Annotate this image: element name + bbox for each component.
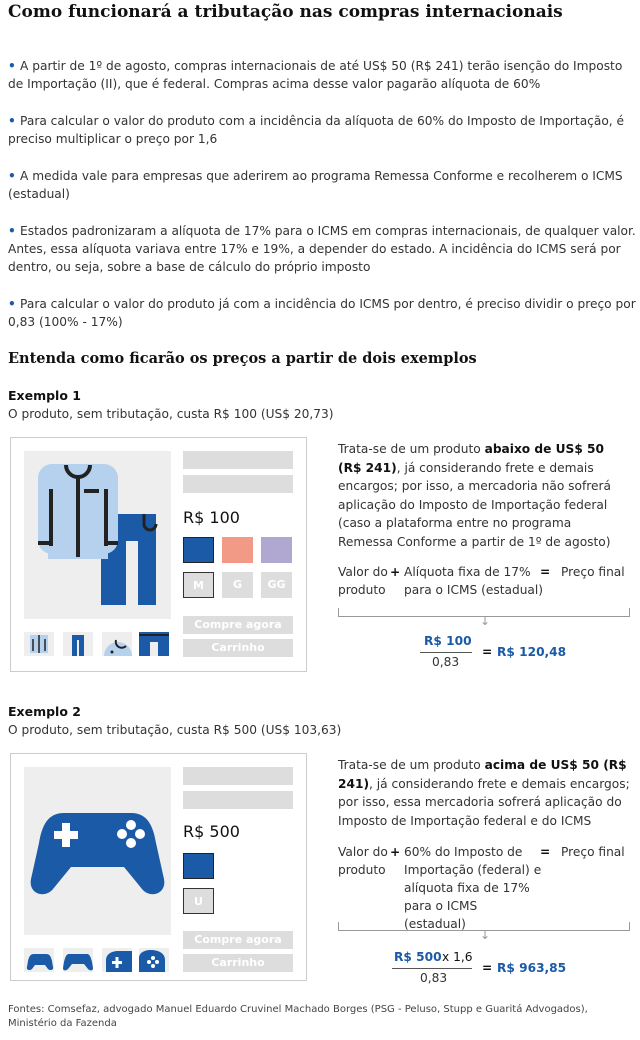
color-swatch-blue[interactable] [183,537,214,563]
arrow-down-icon: ↓ [480,928,491,942]
calc-numerator: R$ 100 [424,634,472,648]
thumbnail-gamepad-buttons[interactable] [139,948,169,972]
example-2-formula: Valor do produto + 60% do Imposto de Imp… [338,843,630,931]
bracket [338,608,630,617]
bullet-text: A partir de 1º de agosto, compras intern… [8,59,623,91]
page-title: Como funcionará a tributação nas compras… [8,2,563,22]
color-swatch-blue[interactable] [183,853,214,879]
desc-text: , já considerando frete e demais encargo… [338,776,630,828]
thumbnail-gamepad-top[interactable] [63,948,93,972]
bullet-item: • Para calcular o valor do produto com a… [8,114,625,146]
size-option-u[interactable]: U [183,888,214,914]
product-card-clothes: R$ 100 M G GG Compre agora Carrinho [10,437,307,672]
clothes-icon [24,451,171,619]
arrow-down-icon: ↓ [480,614,491,628]
section-heading: Entenda como ficarão os preços a partir … [8,350,477,367]
calc-denominator: 0,83 [432,655,460,669]
thumbnail-pants[interactable] [63,632,93,656]
placeholder-bar [183,791,293,809]
gamepad-icon [24,767,171,935]
size-option-gg[interactable]: GG [261,572,292,598]
thumbnail-gamepad-dpad[interactable] [102,948,132,972]
formula-term-final: Preço final [561,845,625,859]
desc-text: Trata-se de um produto [338,442,485,456]
buy-now-button[interactable]: Compre agora [183,616,293,634]
example-2-subtitle: O produto, sem tributação, custa R$ 500 … [8,723,342,737]
thumbnail-gamepad-front[interactable] [24,948,54,972]
calc-result: R$ 120,48 [497,645,567,659]
color-swatch-salmon[interactable] [222,537,253,563]
thumbnail-jacket-detail[interactable] [102,632,132,656]
bullet-list: • A partir de 1º de agosto, compras inte… [8,57,636,350]
calc-equals: = [482,961,493,975]
desc-text: , já considerando frete e demais encargo… [338,460,611,549]
cart-button[interactable]: Carrinho [183,954,293,972]
fraction-line [392,968,472,969]
bracket [338,922,630,931]
product-price: R$ 500 [183,822,240,841]
formula-term-tax: 60% do Imposto de Importação (federal) e… [404,845,542,931]
calc-multiplier: x 1,6 [442,950,473,964]
bullet-item: • Estados padronizaram a alíquota de 17%… [8,224,636,274]
example-1-label: Exemplo 1 [8,388,81,403]
product-card-gamepad: R$ 500 U Compre agora Carrinho [10,753,307,981]
example-1-description: Trata-se de um produto abaixo de US$ 50 … [338,440,630,551]
example-1-formula: Valor do produto + Alíquota fixa de 17% … [338,563,630,603]
example-1-subtitle: O produto, sem tributação, custa R$ 100 … [8,407,334,421]
placeholder-bar [183,475,293,493]
example-2-description: Trata-se de um produto acima de US$ 50 (… [338,756,630,830]
desc-highlight: abaixo de US$ 50 (R$ 241) [338,442,605,475]
calc-equals: = [482,645,493,659]
fraction-line [420,652,472,653]
formula-term-tax: Alíquota fixa de 17% para o ICMS (estadu… [404,565,544,597]
bullet-text: Para calcular o valor do produto já com … [8,297,636,329]
formula-term-value: Valor do produto [338,565,388,597]
thumbnail-jacket[interactable] [24,632,54,656]
desc-text: Trata-se de um produto [338,758,485,772]
bullet-item: • A partir de 1º de agosto, compras inte… [8,59,623,91]
calc-numerator: R$ 500 [394,950,442,964]
desc-highlight: acima de US$ 50 (R$ 241) [338,758,627,791]
placeholder-bar [183,451,293,469]
bullet-item: • Para calcular o valor do produto já co… [8,297,636,329]
product-price: R$ 100 [183,508,240,527]
plus-sign: + [390,845,401,859]
cart-button[interactable]: Carrinho [183,639,293,657]
plus-sign: + [390,565,401,579]
bullet-text: A medida vale para empresas que aderirem… [8,169,623,201]
size-option-m[interactable]: M [183,572,214,598]
formula-term-final: Preço final [561,565,625,579]
color-swatch-lavender[interactable] [261,537,292,563]
bullet-item: • A medida vale para empresas que aderir… [8,169,623,201]
size-option-g[interactable]: G [222,572,253,598]
bullet-text: Para calcular o valor do produto com a i… [8,114,625,146]
equals-sign: = [540,565,551,579]
placeholder-bar [183,767,293,785]
sources: Fontes: Comsefaz, advogado Manuel Eduard… [8,1004,588,1029]
example-2-label: Exemplo 2 [8,704,81,719]
formula-term-value: Valor do produto [338,845,388,877]
calc-denominator: 0,83 [420,971,448,985]
thumbnail-pants-detail[interactable] [139,632,169,656]
equals-sign: = [540,845,551,859]
calc-result: R$ 963,85 [497,961,567,975]
buy-now-button[interactable]: Compre agora [183,931,293,949]
bullet-text: Estados padronizaram a alíquota de 17% p… [8,224,636,274]
